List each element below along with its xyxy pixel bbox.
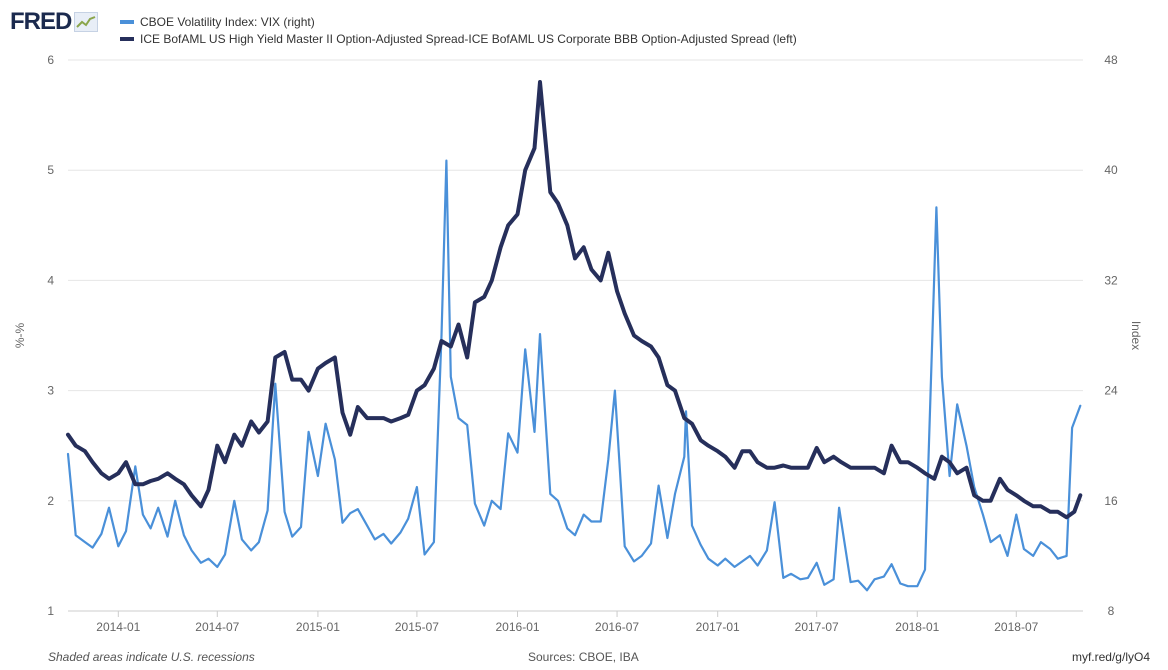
chart-legend: CBOE Volatility Index: VIX (right) ICE B… bbox=[120, 13, 797, 47]
right-axis-title: Index bbox=[1129, 321, 1143, 350]
left-tick-label: 5 bbox=[47, 163, 54, 177]
legend-swatch-spread bbox=[120, 36, 134, 41]
right-tick-label: 16 bbox=[1104, 494, 1118, 508]
legend-entry-spread: ICE BofAML US High Yield Master II Optio… bbox=[120, 30, 797, 47]
right-tick-label: 40 bbox=[1104, 163, 1118, 177]
right-tick-label: 32 bbox=[1104, 273, 1118, 287]
left-tick-label: 2 bbox=[47, 494, 54, 508]
left-tick-label: 1 bbox=[47, 604, 54, 618]
series-line-vix bbox=[66, 159, 1082, 592]
right-tick-label: 24 bbox=[1104, 384, 1118, 398]
left-tick-label: 6 bbox=[47, 53, 54, 67]
right-tick-label: 48 bbox=[1104, 53, 1118, 67]
x-tick-label: 2014-07 bbox=[195, 620, 239, 634]
line-graph-icon bbox=[74, 12, 99, 32]
x-tick-label: 2016-07 bbox=[595, 620, 639, 634]
x-tick-label: 2016-01 bbox=[496, 620, 540, 634]
x-tick-label: 2015-01 bbox=[296, 620, 340, 634]
x-tick-label: 2015-07 bbox=[395, 620, 439, 634]
left-tick-label: 4 bbox=[47, 273, 54, 287]
x-tick-label: 2018-07 bbox=[994, 620, 1038, 634]
x-tick-label: 2017-01 bbox=[696, 620, 740, 634]
x-tick-label: 2017-07 bbox=[795, 620, 839, 634]
recession-note: Shaded areas indicate U.S. recessions bbox=[48, 650, 255, 664]
chart-plot: 1 2 3 4 5 6 8 16 24 32 40 48 2014-01 2014-07 2015-01 20… bbox=[13, 53, 1143, 634]
x-tick-label: 2014-01 bbox=[96, 620, 140, 634]
legend-label-vix: CBOE Volatility Index: VIX (right) bbox=[140, 14, 315, 29]
short-link[interactable]: myf.red/g/lyO4 bbox=[1071, 650, 1150, 664]
legend-swatch-vix bbox=[120, 19, 134, 24]
left-tick-label: 3 bbox=[47, 384, 54, 398]
series-line-spread bbox=[66, 80, 1083, 520]
legend-label-spread: ICE BofAML US High Yield Master II Optio… bbox=[140, 31, 797, 46]
left-axis-title: %-% bbox=[13, 323, 27, 349]
source-text: Sources: CBOE, IBA bbox=[528, 650, 639, 664]
legend-entry-vix: CBOE Volatility Index: VIX (right) bbox=[120, 13, 797, 30]
logo-text: FRED bbox=[10, 8, 72, 35]
x-tick-label: 2018-01 bbox=[895, 620, 939, 634]
right-tick-label: 8 bbox=[1108, 604, 1115, 618]
fred-logo[interactable]: FRED bbox=[10, 8, 99, 36]
chart-footer: Shaded areas indicate U.S. recessions So… bbox=[0, 650, 1168, 668]
